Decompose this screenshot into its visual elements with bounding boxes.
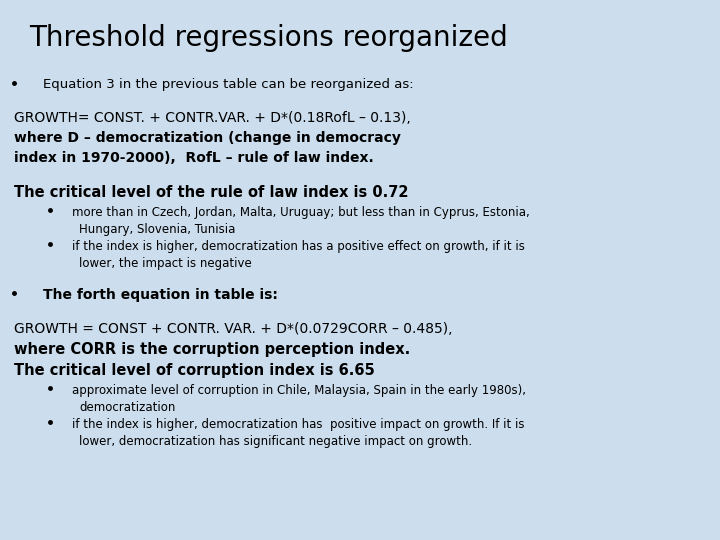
Text: Equation 3 in the previous table can be reorganized as:: Equation 3 in the previous table can be … <box>43 78 414 91</box>
Text: The critical level of corruption index is 6.65: The critical level of corruption index i… <box>14 363 375 378</box>
Text: The critical level of the rule of law index is 0.72: The critical level of the rule of law in… <box>14 185 409 200</box>
Text: index in 1970-2000),  RofL – rule of law index.: index in 1970-2000), RofL – rule of law … <box>14 151 374 165</box>
Text: where CORR is the corruption perception index.: where CORR is the corruption perception … <box>14 342 410 357</box>
Text: approximate level of corruption in Chile, Malaysia, Spain in the early 1980s),: approximate level of corruption in Chile… <box>72 384 526 397</box>
Text: Threshold regressions reorganized: Threshold regressions reorganized <box>29 24 508 52</box>
Text: if the index is higher, democratization has a positive effect on growth, if it i: if the index is higher, democratization … <box>72 240 525 253</box>
Text: The forth equation in table is:: The forth equation in table is: <box>43 288 278 302</box>
Text: GROWTH = CONST + CONTR. VAR. + D*(0.0729CORR – 0.485),: GROWTH = CONST + CONTR. VAR. + D*(0.0729… <box>14 322 453 335</box>
Text: democratization: democratization <box>79 401 176 414</box>
Text: if the index is higher, democratization has  positive impact on growth. If it is: if the index is higher, democratization … <box>72 418 524 431</box>
Text: GROWTH= CONST. + CONTR.VAR. + D*(0.18RofL – 0.13),: GROWTH= CONST. + CONTR.VAR. + D*(0.18Rof… <box>14 111 411 125</box>
Text: lower, the impact is negative: lower, the impact is negative <box>79 258 252 271</box>
Text: more than in Czech, Jordan, Malta, Uruguay; but less than in Cyprus, Estonia,: more than in Czech, Jordan, Malta, Urugu… <box>72 206 530 219</box>
Text: where D – democratization (change in democracy: where D – democratization (change in dem… <box>14 131 401 145</box>
Text: lower, democratization has significant negative impact on growth.: lower, democratization has significant n… <box>79 435 472 448</box>
Text: Hungary, Slovenia, Tunisia: Hungary, Slovenia, Tunisia <box>79 223 235 236</box>
